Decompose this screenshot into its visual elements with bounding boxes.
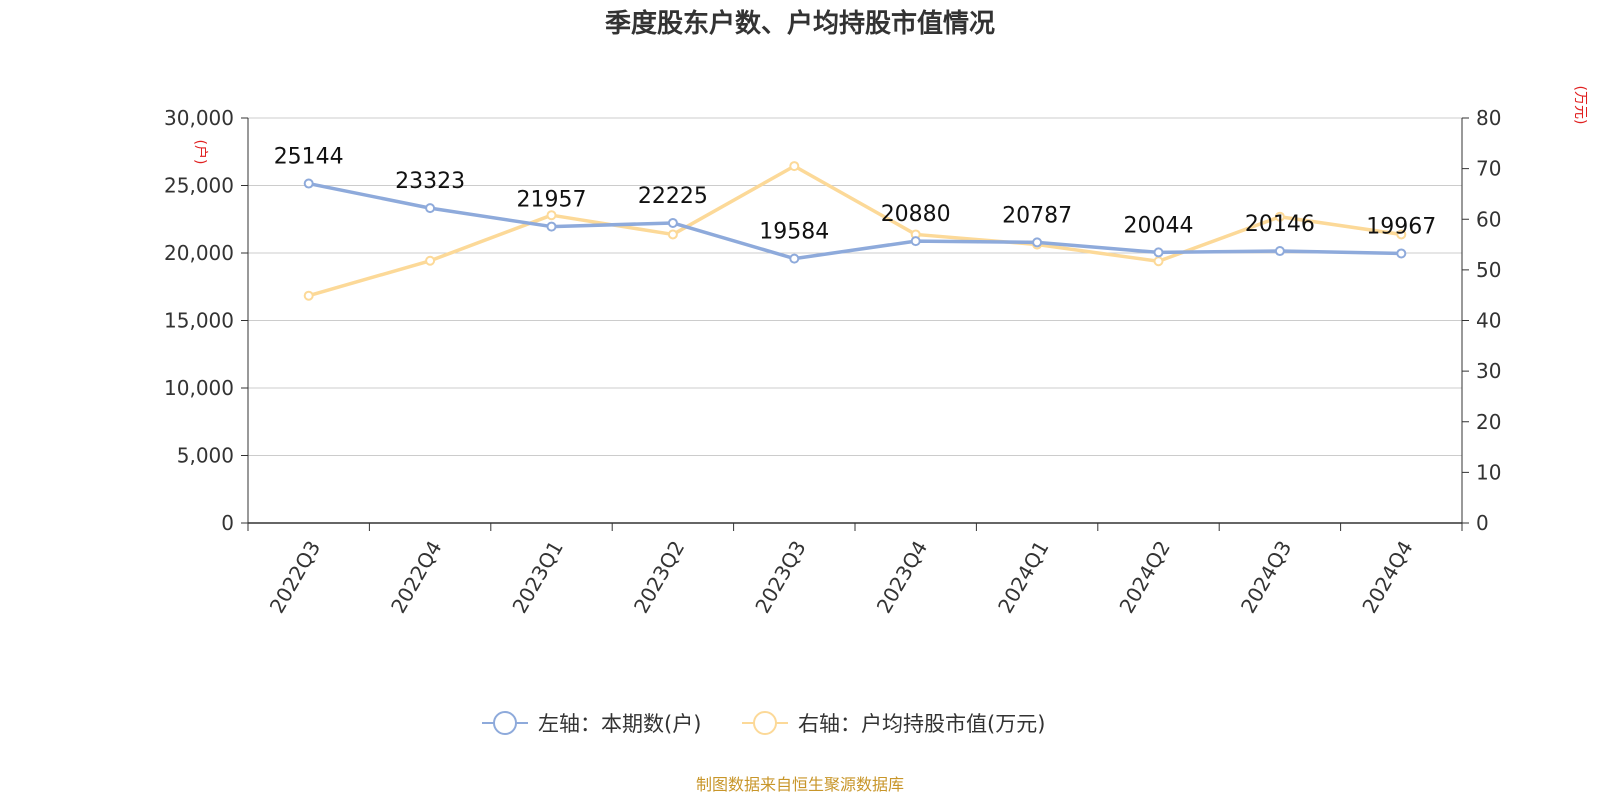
right-tick-label: 80 <box>1476 106 1501 130</box>
x-tick-label: 2024Q1 <box>993 537 1053 618</box>
holders-data-label: 21957 <box>517 188 587 213</box>
left-tick-label: 5,000 <box>177 444 234 468</box>
left-tick-label: 30,000 <box>164 106 234 130</box>
avg-value-series-point[interactable] <box>425 255 436 266</box>
holders-data-label: 20787 <box>1002 203 1072 228</box>
left-tick-label: 20,000 <box>164 241 234 265</box>
avg-value-series-point[interactable] <box>1153 256 1164 267</box>
holders-series-line <box>308 181 1402 261</box>
right-tick-label: 30 <box>1476 359 1501 383</box>
right-tick-label: 70 <box>1476 157 1501 181</box>
left-tick-label: 25,000 <box>164 174 234 198</box>
holders-data-label: 23323 <box>395 169 465 194</box>
avg-value-series-point[interactable] <box>789 161 800 172</box>
x-tick-label: 2024Q2 <box>1114 537 1174 618</box>
series-layer <box>303 161 1407 301</box>
avg-value-series-point[interactable] <box>667 229 678 240</box>
holders-series-point[interactable] <box>667 217 678 228</box>
avg-value-series-point[interactable] <box>546 210 557 221</box>
left-tick-label: 10,000 <box>164 376 234 400</box>
chart-title: 季度股东户数、户均持股市值情况 <box>605 8 995 39</box>
left-axis-unit: (户) <box>192 140 209 165</box>
legend-label: 左轴：本期数(户) <box>538 712 701 736</box>
legend-item-avg-value[interactable]: 右轴：户均持股市值(万元) <box>742 711 1045 736</box>
holders-series-point[interactable] <box>1396 248 1407 259</box>
x-tick-label: 2024Q4 <box>1357 537 1417 618</box>
x-tick-label: 2023Q4 <box>872 537 932 618</box>
x-tick-label: 2023Q3 <box>750 537 810 618</box>
x-tick-label: 2023Q1 <box>507 537 567 618</box>
holders-data-label: 25144 <box>274 145 344 170</box>
right-tick-label: 60 <box>1476 207 1501 231</box>
legend[interactable]: 左轴：本期数(户) 右轴：户均持股市值(万元) <box>482 711 1045 736</box>
right-tick-label: 10 <box>1476 460 1501 484</box>
right-tick-label: 50 <box>1476 258 1501 282</box>
holders-series-point[interactable] <box>789 253 800 264</box>
avg-value-series-point[interactable] <box>1274 211 1285 222</box>
holders-series-point[interactable] <box>1153 247 1164 258</box>
right-tick-label: 0 <box>1476 511 1489 535</box>
legend-marker-icon <box>493 711 517 735</box>
avg-value-series-line <box>308 164 1402 298</box>
legend-label: 右轴：户均持股市值(万元) <box>798 712 1045 736</box>
tick-labels: 0 5,000 10,000 15,000 20,000 25,000 30,000 0 10 2… <box>164 106 1501 617</box>
avg-value-series-point[interactable] <box>1396 229 1407 240</box>
right-tick-label: 20 <box>1476 410 1501 434</box>
holders-series-point[interactable] <box>546 221 557 232</box>
holders-data-label: 19584 <box>759 220 829 245</box>
x-tick-label: 2024Q3 <box>1236 537 1296 618</box>
holders-data-label: 20880 <box>881 202 951 227</box>
left-tick-label: 15,000 <box>164 309 234 333</box>
right-axis-unit: (万元) <box>1572 86 1588 125</box>
x-tick-label: 2022Q3 <box>265 537 325 618</box>
x-tick-label: 2022Q4 <box>386 537 446 618</box>
holders-data-label: 19967 <box>1366 214 1436 239</box>
x-tick-label: 2023Q2 <box>629 537 689 618</box>
avg-value-series-point[interactable] <box>303 290 314 301</box>
legend-item-holders[interactable]: 左轴：本期数(户) <box>482 711 701 736</box>
axes <box>241 117 1469 531</box>
holders-series-point[interactable] <box>303 178 314 189</box>
source-note: 制图数据来自恒生聚源数据库 <box>696 775 904 794</box>
holders-series-point[interactable] <box>1032 237 1043 248</box>
holders-data-label: 20146 <box>1245 212 1315 237</box>
holders-series-point[interactable] <box>1274 246 1285 257</box>
holders-data-label: 20044 <box>1124 213 1194 238</box>
legend-marker-icon <box>753 711 777 735</box>
holders-data-label: 22225 <box>638 184 708 209</box>
holders-series-point[interactable] <box>425 203 436 214</box>
data-labels: 25144 23323 21957 22225 19584 20880 20787 20044… <box>274 145 1437 245</box>
left-tick-label: 0 <box>221 511 234 535</box>
holders-series-point[interactable] <box>910 236 921 247</box>
right-tick-label: 40 <box>1476 309 1501 333</box>
